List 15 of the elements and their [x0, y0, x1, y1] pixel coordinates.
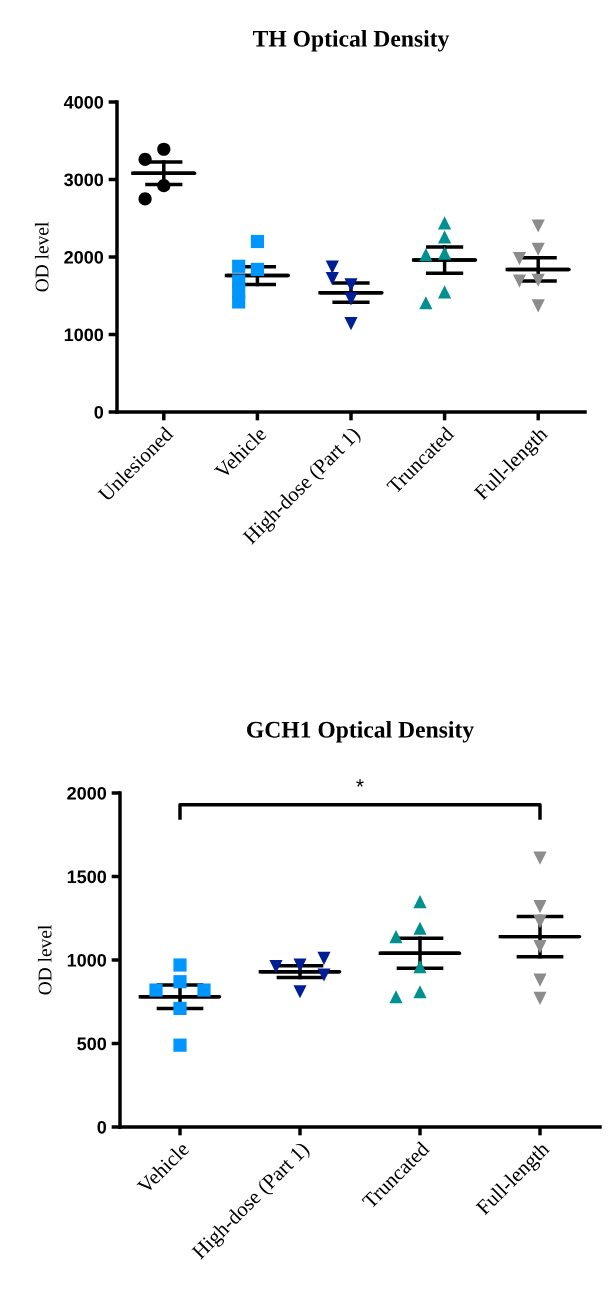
y-axis-title: OD level	[34, 222, 49, 292]
y-tick-label: 3000	[64, 173, 104, 187]
y-tick-label: 1500	[67, 870, 107, 884]
y-tick-label: 2000	[67, 786, 107, 800]
y-tick-label: 1000	[64, 328, 104, 342]
y-tick-label: 500	[77, 1037, 107, 1051]
y-tick-label: 0	[97, 1120, 107, 1134]
y-tick-label: 4000	[63, 95, 104, 109]
y-axis-title: OD level	[37, 925, 52, 995]
chart-title: GCH1 Optical Density	[247, 721, 474, 743]
y-tick-label: 0	[94, 405, 104, 419]
y-tick-label: 1000	[67, 953, 107, 967]
chart-title: TH Optical Density	[252, 30, 450, 52]
text: *	[356, 779, 364, 787]
y-tick-label: 2000	[64, 250, 104, 264]
